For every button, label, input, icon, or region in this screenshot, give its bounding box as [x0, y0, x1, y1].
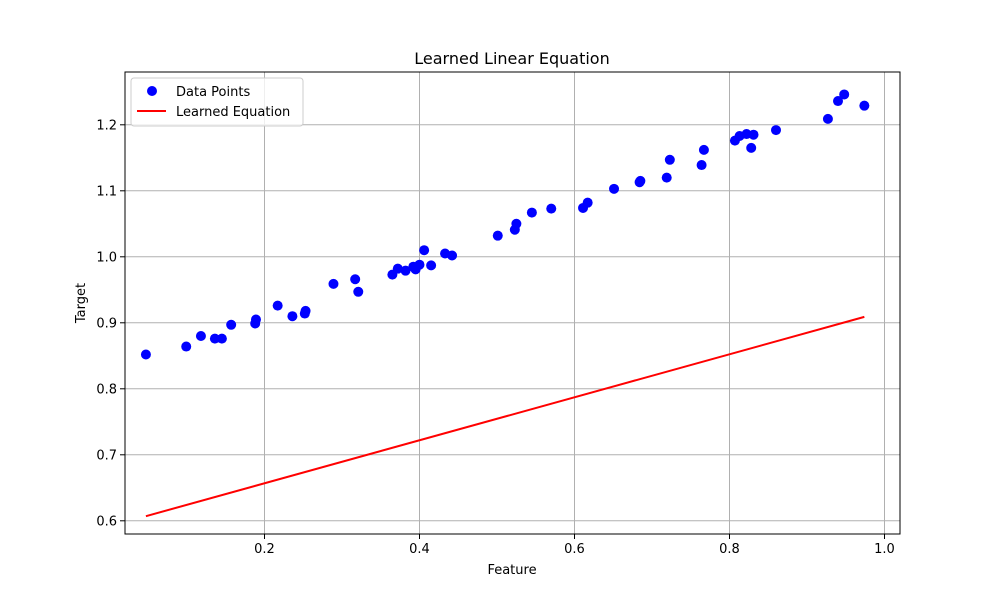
- legend-box: [130, 77, 304, 127]
- data-point: [609, 183, 620, 194]
- data-point: [546, 203, 557, 214]
- data-point: [392, 263, 403, 274]
- data-point: [748, 129, 759, 140]
- y-tick-label: 1.0: [96, 250, 117, 265]
- chart-title: Learned Linear Equation: [414, 49, 609, 68]
- data-point: [661, 172, 672, 183]
- data-point: [300, 305, 311, 316]
- ticks-layer: 0.2 0.4 0.6 0.8 1.0 0.6 0.7 0.8 0.9 1.0 1.1 1.2: [96, 118, 895, 557]
- data-point: [209, 333, 220, 344]
- data-point: [526, 207, 537, 218]
- x-tick-label: 1.0: [874, 542, 895, 557]
- series-layer: [140, 89, 870, 518]
- data-point: [250, 314, 261, 325]
- axes-frame: [124, 71, 901, 535]
- data-point: [287, 311, 298, 322]
- data-point: [746, 142, 757, 153]
- data-point: [511, 218, 522, 229]
- data-point: [839, 89, 850, 100]
- data-point: [492, 230, 503, 241]
- x-tick-label: 0.2: [254, 542, 275, 557]
- data-point: [353, 286, 364, 297]
- y-tick-label: 0.9: [96, 316, 117, 331]
- data-point: [328, 278, 339, 289]
- data-point: [447, 250, 458, 261]
- legend-label-learned-equation: Learned Equation: [176, 105, 290, 120]
- data-point: [195, 331, 206, 341]
- legend-marker-data-points: [147, 86, 157, 96]
- y-axis-label: Target: [74, 283, 89, 324]
- data-point: [400, 265, 411, 276]
- data-point: [350, 274, 361, 285]
- data-point: [426, 260, 437, 271]
- data-point: [664, 154, 675, 165]
- data-point: [635, 175, 646, 186]
- data-point: [216, 333, 227, 344]
- y-tick-label: 1.2: [96, 118, 117, 133]
- data-point: [181, 341, 192, 352]
- x-tick-label: 0.6: [564, 542, 585, 557]
- data-point: [771, 125, 781, 136]
- y-tick-label: 0.8: [96, 382, 117, 397]
- legend: Data Points Learned Equation: [130, 77, 304, 127]
- y-tick-label: 1.1: [96, 184, 117, 199]
- data-point: [833, 96, 843, 107]
- learned-equation-line: [145, 315, 865, 518]
- x-tick-label: 0.8: [719, 542, 740, 557]
- x-tick-label: 0.4: [409, 542, 430, 557]
- data-point: [698, 144, 709, 155]
- data-point: [272, 300, 283, 311]
- legend-label-data-points: Data Points: [176, 85, 250, 100]
- data-point: [419, 245, 430, 256]
- data-point: [859, 100, 870, 111]
- data-point: [582, 197, 593, 208]
- data-point: [696, 160, 707, 171]
- y-tick-label: 0.6: [96, 514, 117, 529]
- data-point: [140, 349, 151, 360]
- data-point: [226, 319, 237, 330]
- y-tick-label: 0.7: [96, 448, 117, 463]
- x-axis-label: Feature: [487, 563, 536, 578]
- data-point: [414, 259, 425, 270]
- data-point: [822, 113, 833, 124]
- grid-layer: [125, 72, 900, 534]
